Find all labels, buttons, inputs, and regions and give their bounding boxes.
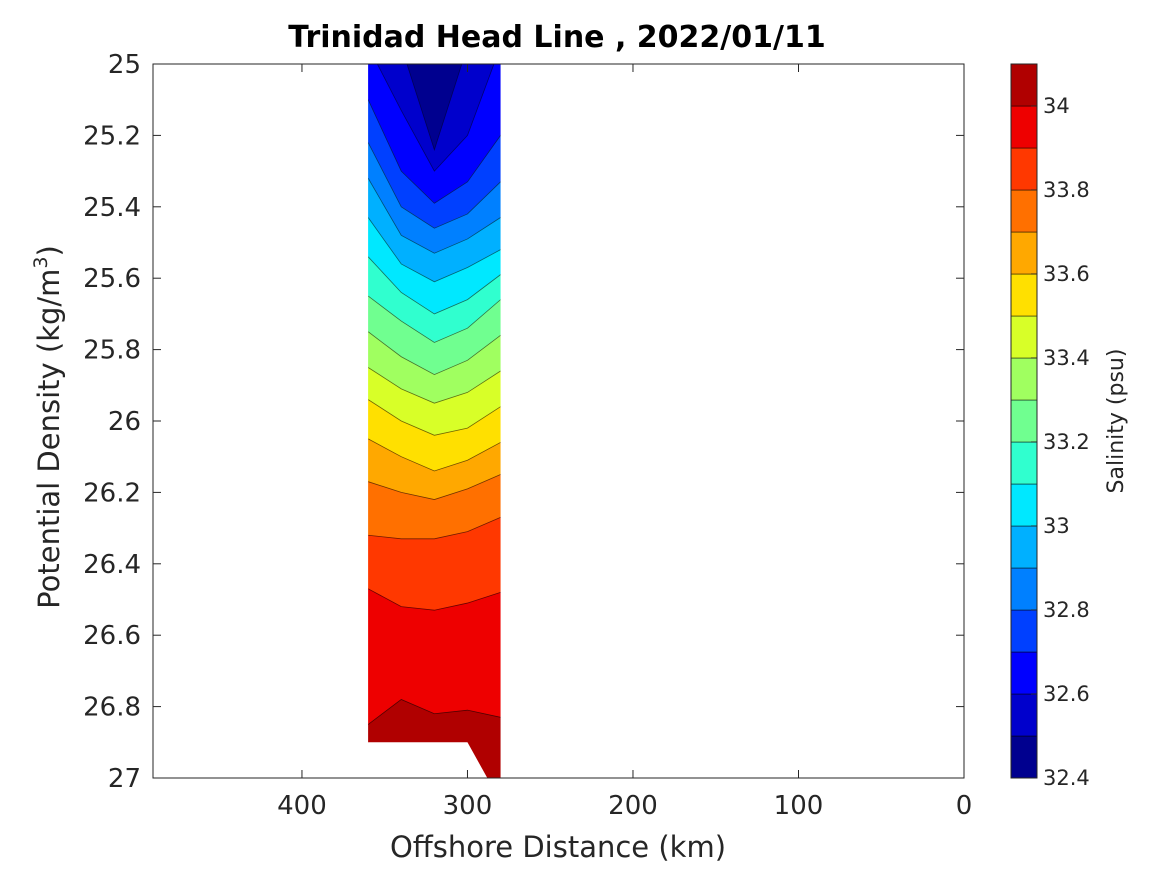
contour-line-4 — [368, 178, 501, 254]
colorbar-swatch — [1010, 273, 1038, 317]
plot-frame — [152, 63, 965, 779]
colorbar-swatch — [1010, 63, 1038, 107]
contour-line-2 — [368, 99, 501, 204]
colorbar-tick-label: 33.4 — [1043, 346, 1090, 370]
colorbar-swatch — [1010, 609, 1038, 653]
colorbar: 32.4 32.6 32.8 33 33.2 33.4 33.6 33.8 34 — [1010, 63, 1090, 790]
y-tick-label: 25.2 — [83, 121, 141, 151]
x-tick-label: 200 — [608, 791, 658, 821]
x-axis-label: Offshore Distance (km) — [390, 830, 726, 864]
colorbar-swatch — [1010, 357, 1038, 401]
colorbar-swatch — [1010, 441, 1038, 485]
plot-area — [153, 64, 964, 778]
x-tick-labels: 400 300 200 100 0 — [277, 791, 972, 821]
colorbar-tick-label: 33.8 — [1043, 178, 1090, 202]
y-axis-label-superscript: 3 — [30, 256, 52, 268]
y-axis-label-main: Potential Density (kg/m — [32, 269, 66, 609]
contour-line-15 — [368, 699, 501, 725]
contour-line-14 — [368, 588, 501, 611]
y-axis-label-close: ) — [32, 245, 66, 256]
contour-line-8 — [368, 331, 501, 376]
contour-line-1 — [368, 64, 501, 172]
y-tick-label: 25.4 — [83, 193, 141, 223]
colorbar-swatch — [1010, 693, 1038, 737]
y-axis-label: Potential Density (kg/m3) — [30, 245, 66, 609]
x-tick-label: 0 — [956, 791, 973, 821]
colorbar-tick-label: 32.4 — [1043, 766, 1090, 790]
colorbar-frame — [1010, 63, 1038, 779]
contour-line-11 — [368, 438, 501, 472]
colorbar-swatch — [1010, 315, 1038, 359]
y-tick-label: 25.8 — [83, 336, 141, 366]
y-tick-label: 26.4 — [83, 550, 141, 580]
y-tick-label: 26.2 — [83, 478, 141, 508]
contour-line-12 — [368, 474, 501, 500]
x-tick-label: 400 — [277, 791, 327, 821]
chart-title: Trinidad Head Line , 2022/01/11 — [288, 20, 825, 55]
colorbar-swatch — [1010, 525, 1038, 569]
colorbar-swatch — [1010, 231, 1038, 275]
colorbar-swatch — [1010, 399, 1038, 443]
contour-line-10 — [368, 399, 501, 436]
y-tick-labels: 25 25.2 25.4 25.6 25.8 26 26.2 26.4 26.6 26.8 27 — [83, 50, 141, 794]
colorbar-swatch — [1010, 147, 1038, 191]
colorbar-tick-label: 33 — [1043, 514, 1070, 538]
colorbar-label: Salinity (psu) — [1104, 349, 1129, 494]
y-tick-label: 26.6 — [83, 621, 141, 651]
y-tick-label: 26 — [108, 407, 141, 437]
y-tick-label: 25 — [108, 50, 141, 80]
colorbar-swatch — [1010, 735, 1038, 779]
colorbar-swatch — [1010, 651, 1038, 695]
contour-line-3 — [368, 142, 501, 229]
y-tick-label: 27 — [108, 764, 141, 794]
y-tick-label: 26.8 — [83, 693, 141, 723]
contour-line-6 — [368, 256, 501, 315]
contour-line-7 — [368, 295, 501, 343]
y-tick-label: 25.6 — [83, 264, 141, 294]
colorbar-tick-label: 32.8 — [1043, 598, 1090, 622]
contour-line-13 — [368, 517, 501, 540]
colorbar-tick-label: 33.2 — [1043, 430, 1090, 454]
colorbar-swatch — [1010, 189, 1038, 233]
x-tick-label: 100 — [774, 791, 824, 821]
colorbar-swatch — [1010, 483, 1038, 527]
colorbar-tick-label: 32.6 — [1043, 682, 1090, 706]
contour-line-9 — [368, 367, 501, 404]
colorbar-tick-label: 33.6 — [1043, 262, 1090, 286]
contour-fill-layer — [368, 64, 501, 778]
contour-line-0 — [368, 64, 501, 151]
colorbar-swatch — [1010, 105, 1038, 149]
colorbar-swatch — [1010, 567, 1038, 611]
contour-line-5 — [368, 217, 501, 283]
x-tick-label: 300 — [443, 791, 493, 821]
colorbar-tick-label: 34 — [1043, 94, 1070, 118]
